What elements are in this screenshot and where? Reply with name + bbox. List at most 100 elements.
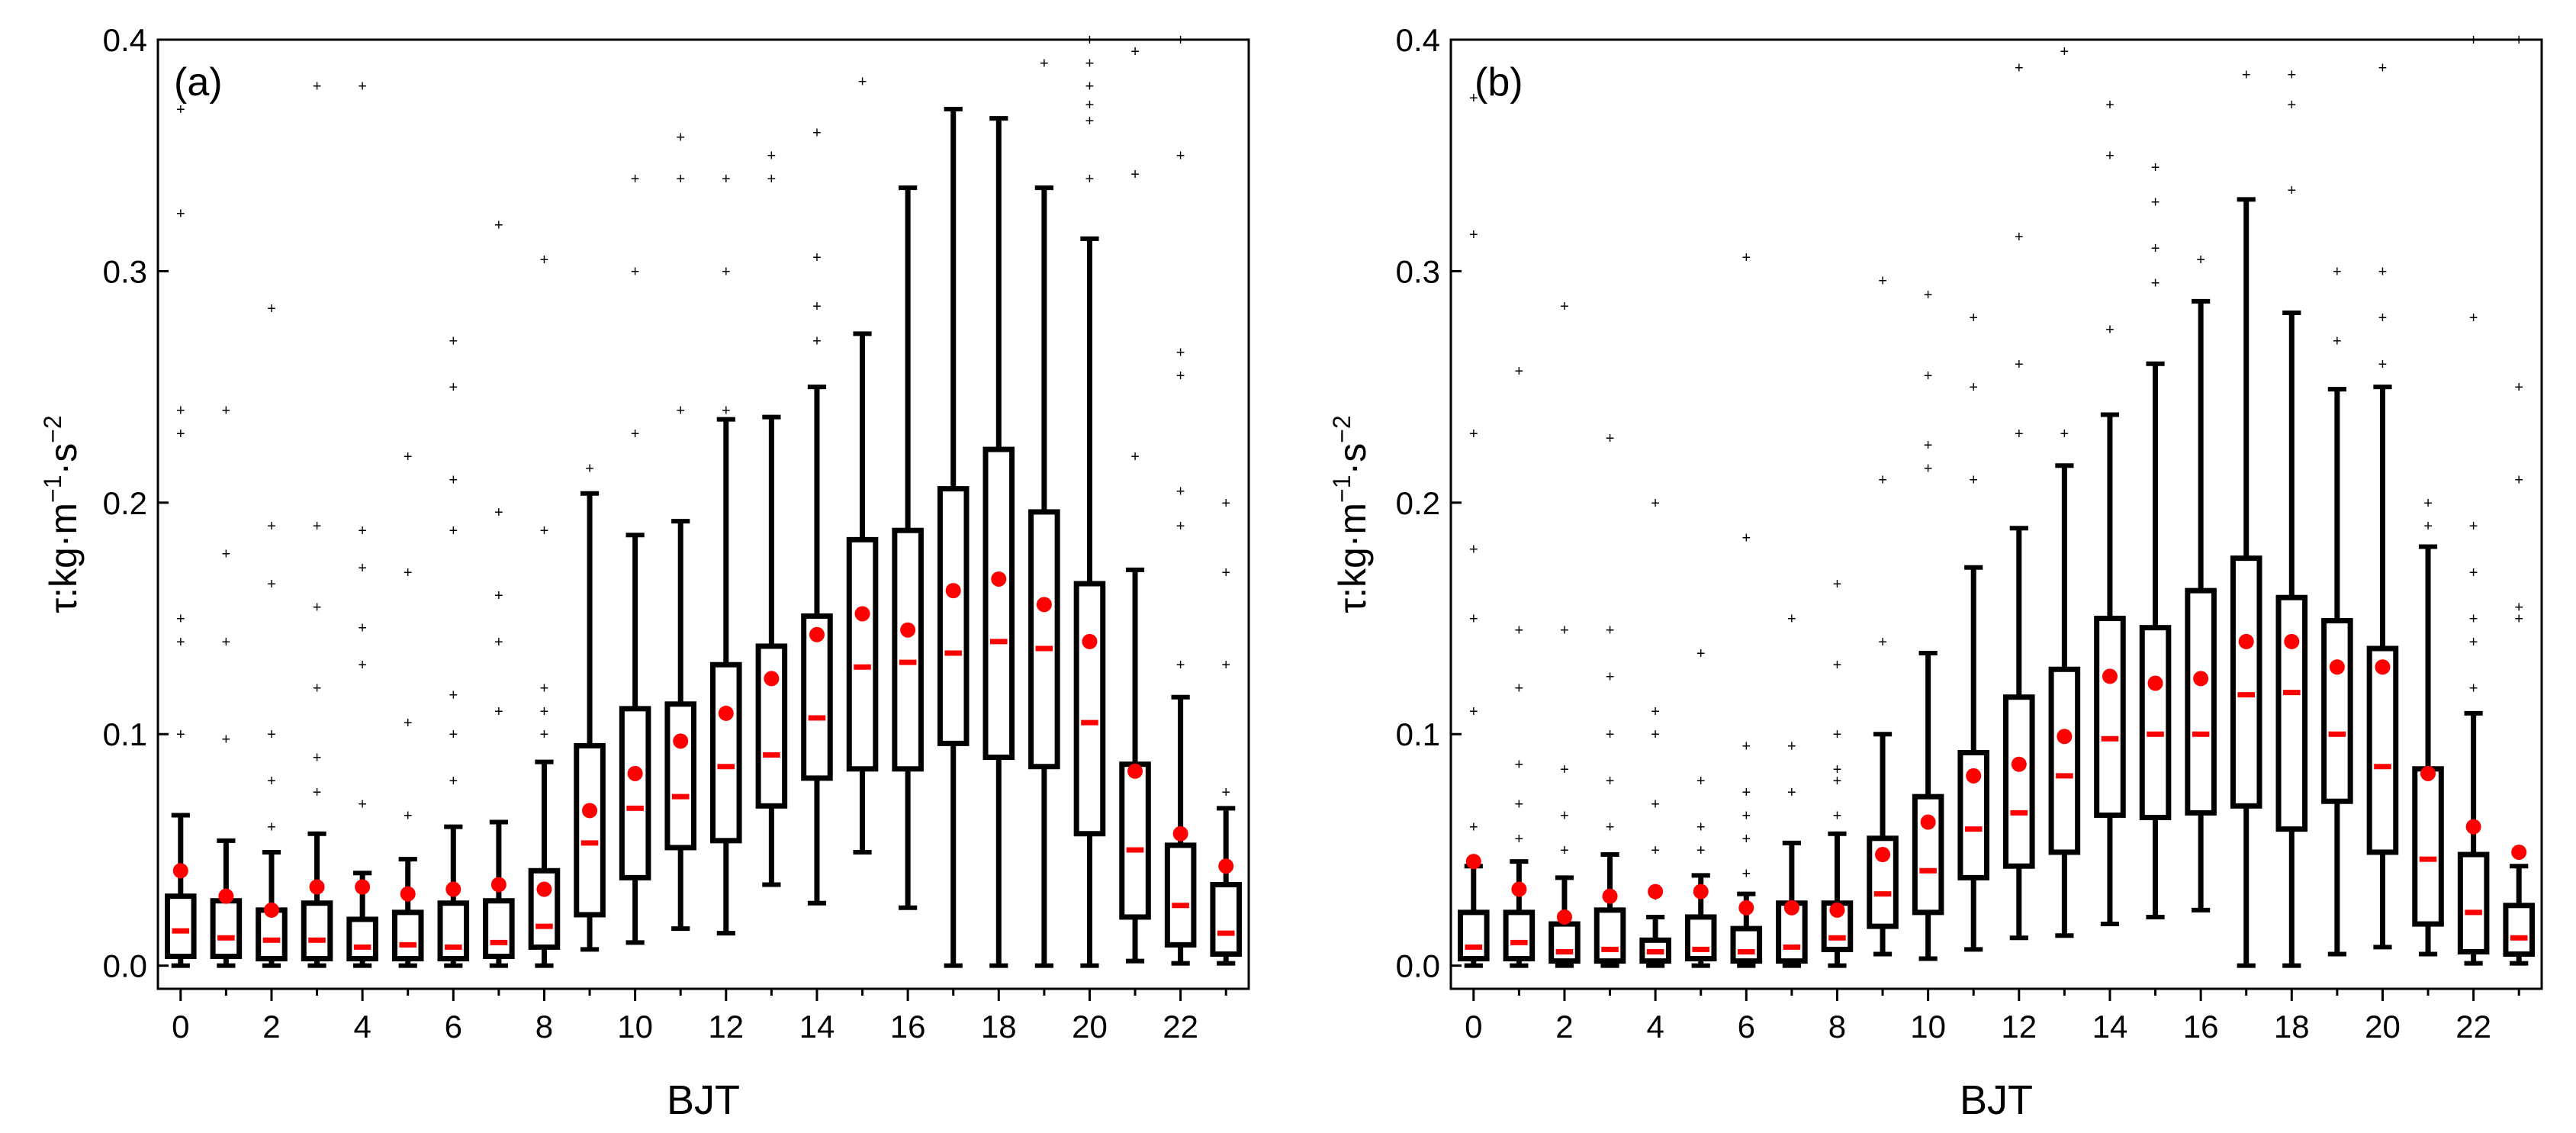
- iqr-box: [1119, 761, 1151, 920]
- outlier-marker: +: [176, 426, 185, 443]
- outlier-marker: +: [1515, 363, 1524, 380]
- outlier-marker: +: [1651, 842, 1660, 859]
- outlier-marker: +: [313, 750, 322, 767]
- mean-dot: [2284, 633, 2300, 649]
- outlier-marker: +: [2514, 611, 2523, 628]
- box-hour-2: + + + + +: [1548, 298, 1581, 968]
- outlier-marker: +: [1741, 738, 1751, 755]
- mean-dot: [764, 671, 780, 687]
- outlier-marker: +: [1878, 634, 1887, 651]
- outlier-marker: +: [2105, 321, 2115, 338]
- x-tick-label: 20: [2365, 1009, 2401, 1044]
- box-hour-9: + + +: [1867, 273, 1899, 957]
- mean-dot: [355, 879, 371, 895]
- mean-dot: [854, 606, 870, 622]
- iqr-box: [574, 742, 606, 918]
- outlier-marker: +: [404, 565, 413, 581]
- outlier-marker: +: [1560, 761, 1569, 778]
- iqr-box: [755, 643, 788, 809]
- outlier-marker: +: [449, 773, 458, 790]
- box-hour-21: ++: [2412, 495, 2444, 957]
- y-tick-label: 0.2: [103, 485, 147, 521]
- outlier-marker: +: [358, 796, 367, 813]
- outlier-marker: +: [313, 784, 322, 801]
- iqr-box: [801, 613, 833, 781]
- outlier-marker: +: [1130, 43, 1140, 60]
- outlier-marker: +: [313, 518, 322, 535]
- outlier-marker: +: [2469, 32, 2478, 49]
- iqr-box: [1594, 907, 1626, 964]
- mean-dot: [673, 733, 689, 749]
- panel-a-boxes: ++++++++++++++++++++++++++++++++++++++++…: [165, 32, 1242, 968]
- mean-dot: [172, 863, 188, 879]
- x-tick-label: 20: [1072, 1009, 1108, 1044]
- y-tick-label: 0.4: [103, 22, 147, 58]
- outlier-marker: +: [2469, 611, 2478, 628]
- outlier-marker: +: [1741, 529, 1751, 546]
- box-hour-9: +: [574, 460, 606, 952]
- mean-dot: [1966, 768, 1982, 784]
- outlier-marker: +: [1469, 90, 1478, 107]
- outlier-marker: +: [2287, 182, 2296, 199]
- outlier-marker: +: [1221, 657, 1230, 674]
- box-hour-3: + + + + + +: [1594, 430, 1626, 968]
- outlier-marker: +: [1469, 542, 1478, 558]
- outlier-marker: +: [676, 171, 685, 188]
- outlier-marker: +: [722, 263, 731, 280]
- panel-a-y-label-sup2: −2: [39, 415, 66, 443]
- outlier-marker: +: [2015, 60, 2024, 76]
- mean-dot: [490, 877, 507, 893]
- outlier-marker: +: [2242, 67, 2251, 84]
- outlier-marker: +: [267, 819, 276, 836]
- outlier-marker: +: [1969, 379, 1978, 396]
- outlier-marker: +: [1741, 807, 1751, 824]
- outlier-marker: +: [1560, 298, 1569, 315]
- box-hour-10: + + +: [619, 171, 651, 945]
- panel-a-label: (a): [174, 60, 223, 105]
- outlier-marker: +: [494, 504, 503, 521]
- outlier-marker: +: [404, 449, 413, 465]
- outlier-marker: +: [222, 546, 231, 563]
- outlier-marker: +: [2060, 426, 2069, 443]
- outlier-marker: +: [1040, 55, 1049, 72]
- panel-a-y-label-mid: ·s: [42, 443, 85, 475]
- outlier-marker: +: [222, 634, 231, 651]
- outlier-marker: +: [1560, 842, 1569, 859]
- outlier-marker: +: [1221, 784, 1230, 801]
- x-tick-label: 22: [1163, 1009, 1198, 1044]
- box-hour-19: +: [1028, 55, 1060, 968]
- outlier-marker: +: [267, 773, 276, 790]
- outlier-marker: +: [2060, 43, 2069, 60]
- outlier-marker: +: [2333, 333, 2342, 349]
- outlier-marker: +: [176, 206, 185, 223]
- outlier-marker: +: [494, 703, 503, 720]
- outlier-marker: +: [313, 681, 322, 697]
- outlier-marker: +: [1924, 437, 1933, 454]
- iqr-box: [1503, 909, 1536, 962]
- x-tick-label: 18: [2274, 1009, 2310, 1044]
- outlier-marker: +: [404, 807, 413, 824]
- outlier-marker: +: [358, 657, 367, 674]
- iqr-box: [1458, 909, 1490, 962]
- box-hour-4: ++++++: [1639, 495, 1671, 968]
- mean-dot: [309, 879, 325, 895]
- y-tick-label: 0.3: [103, 253, 147, 289]
- outlier-marker: +: [267, 726, 276, 743]
- outlier-marker: +: [2151, 194, 2160, 211]
- outlier-marker: +: [1833, 657, 1842, 674]
- outlier-marker: +: [2514, 599, 2523, 616]
- outlier-marker: +: [2151, 275, 2160, 292]
- outlier-marker: +: [1515, 681, 1524, 697]
- panel-a: 0.00.10.20.30.40 2 4 6 8 10 12 14 16 18 20 22 +++++…: [39, 22, 1250, 1123]
- panel-b-y-axis-label: τ:kg·m−1·s−2: [1328, 415, 1374, 613]
- outlier-marker: +: [585, 460, 594, 477]
- iqr-box: [483, 898, 515, 960]
- outlier-marker: +: [540, 703, 549, 720]
- mean-dot: [718, 705, 734, 721]
- outlier-marker: +: [2287, 97, 2296, 114]
- x-tick-label: 10: [617, 1009, 653, 1044]
- outlier-marker: +: [494, 217, 503, 234]
- x-tick-label: 10: [1910, 1009, 1946, 1044]
- mean-dot: [2465, 819, 2481, 835]
